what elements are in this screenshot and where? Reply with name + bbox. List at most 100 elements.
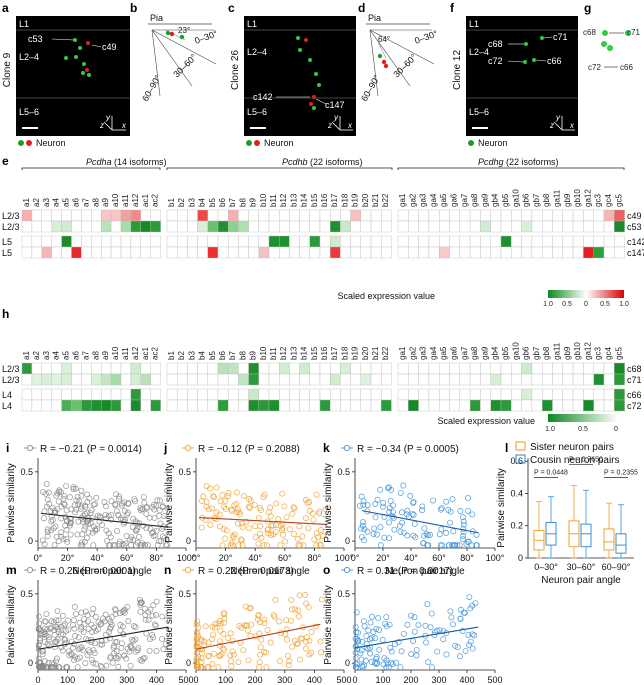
- xlabel: Neuron pair angle: [385, 566, 465, 577]
- column-label: b3: [187, 351, 196, 360]
- scatter-point: [319, 533, 326, 540]
- heatmap-cell: [500, 362, 512, 375]
- scatter-point: [377, 542, 384, 549]
- scatter-point: [242, 603, 249, 610]
- scatter-point: [303, 645, 309, 652]
- scatter-point: [60, 631, 67, 638]
- scatter-point: [460, 521, 467, 528]
- heatmap-cell: [227, 209, 239, 222]
- heatmap-cell: [542, 399, 553, 412]
- scatter-point: [308, 649, 315, 656]
- scatter-point: [37, 631, 44, 638]
- scatter-point: [277, 542, 284, 549]
- scatter-point: [238, 624, 245, 631]
- heatmap-cell: [370, 209, 382, 222]
- heatmap-cell: [268, 373, 280, 386]
- scatter-point: [465, 538, 472, 545]
- scatter-point: [265, 526, 272, 533]
- scatter-point: [193, 629, 200, 635]
- heatmap-cell: [41, 373, 52, 386]
- heatmap-cell: [207, 235, 219, 248]
- scatter-point: [66, 652, 73, 659]
- heatmap-cell: [248, 362, 260, 375]
- scatter-point: [48, 513, 55, 520]
- heatmap-cell: [449, 399, 461, 412]
- svg-text:c142: c142: [253, 92, 273, 102]
- column-label: a9: [101, 351, 110, 360]
- scatter-point: [73, 497, 80, 504]
- scatter-point: [398, 648, 405, 655]
- heatmap-cell: [176, 235, 188, 248]
- scatter-point: [374, 496, 381, 503]
- scatter-point: [424, 532, 431, 539]
- scatter-point: [139, 540, 146, 547]
- column-label: gb8: [542, 346, 551, 360]
- heatmap-cell: [289, 399, 300, 412]
- scatter-point: [244, 627, 251, 634]
- scatter-point: [373, 655, 380, 662]
- column-label: gb9: [563, 346, 572, 360]
- heatmap-cell: [299, 373, 311, 386]
- scatter-point: [317, 542, 324, 549]
- heatmap-cell: [490, 399, 502, 412]
- column-label: b18: [340, 193, 349, 207]
- scatter-point: [438, 505, 445, 512]
- scatter-point: [63, 483, 70, 489]
- scatter-point: [156, 538, 163, 545]
- svg-text:z: z: [327, 121, 332, 130]
- scatter-point: [279, 521, 286, 527]
- stat-label: R = −0.34 (P = 0.0005): [357, 444, 459, 455]
- scatter-point: [372, 514, 379, 521]
- heatmap-cell: [614, 399, 625, 412]
- scatter-point: [141, 499, 148, 506]
- scatter-point: [411, 628, 418, 635]
- axis-glyph-f: y x z: [549, 113, 575, 131]
- scatter-point: [285, 652, 292, 659]
- scatter-point: [88, 639, 95, 646]
- heatmap-cell: [227, 220, 239, 233]
- scatter-point: [156, 497, 163, 504]
- column-label: ga4: [429, 346, 438, 360]
- scatter-point: [373, 626, 380, 632]
- heatmap-cell: [100, 373, 112, 386]
- heatmap-cell: [381, 399, 392, 412]
- scatter-point: [267, 513, 274, 520]
- scatter-point: [257, 651, 264, 658]
- scatter-point: [236, 622, 243, 629]
- scatter-point: [257, 644, 264, 651]
- xtick-label: 400: [307, 675, 322, 685]
- scatter-point: [306, 507, 313, 514]
- column-label: b11: [269, 194, 278, 207]
- heatmap-cell: [319, 362, 331, 375]
- scatter-point: [81, 621, 88, 628]
- column-label: a2: [32, 351, 41, 360]
- xtick-label: 100: [60, 675, 75, 685]
- heatmap-cell: [258, 373, 270, 386]
- scatter-point: [260, 542, 267, 549]
- scatter-point: [53, 655, 60, 662]
- scatter-point: [358, 656, 365, 663]
- scatter-point: [221, 619, 228, 626]
- stat-label: R = 0.31 (P = 0.0017): [357, 566, 453, 577]
- column-label: ga2: [408, 346, 417, 360]
- row-cell-label: c68: [627, 364, 642, 374]
- xtick-label: 80°: [150, 553, 164, 563]
- heatmap-cell: [166, 209, 178, 222]
- scatter-point: [220, 630, 227, 637]
- scatter-point: [65, 617, 72, 624]
- trend-line: [354, 626, 479, 649]
- scatter-point: [99, 521, 106, 528]
- heatmap-cell: [140, 362, 151, 375]
- scatter-point: [230, 534, 237, 541]
- scatter-point: [411, 520, 418, 527]
- heatmap-cell: [51, 235, 62, 248]
- heatmap-cell: [130, 373, 141, 386]
- scatter-point: [107, 542, 114, 549]
- column-label: a4: [52, 198, 61, 207]
- scatter-point: [460, 536, 467, 543]
- scatter-point: [388, 648, 395, 655]
- scatter-point: [56, 664, 63, 671]
- column-label: b15: [310, 346, 319, 360]
- scatter-point: [299, 533, 306, 540]
- heatmap-cell: [511, 246, 522, 259]
